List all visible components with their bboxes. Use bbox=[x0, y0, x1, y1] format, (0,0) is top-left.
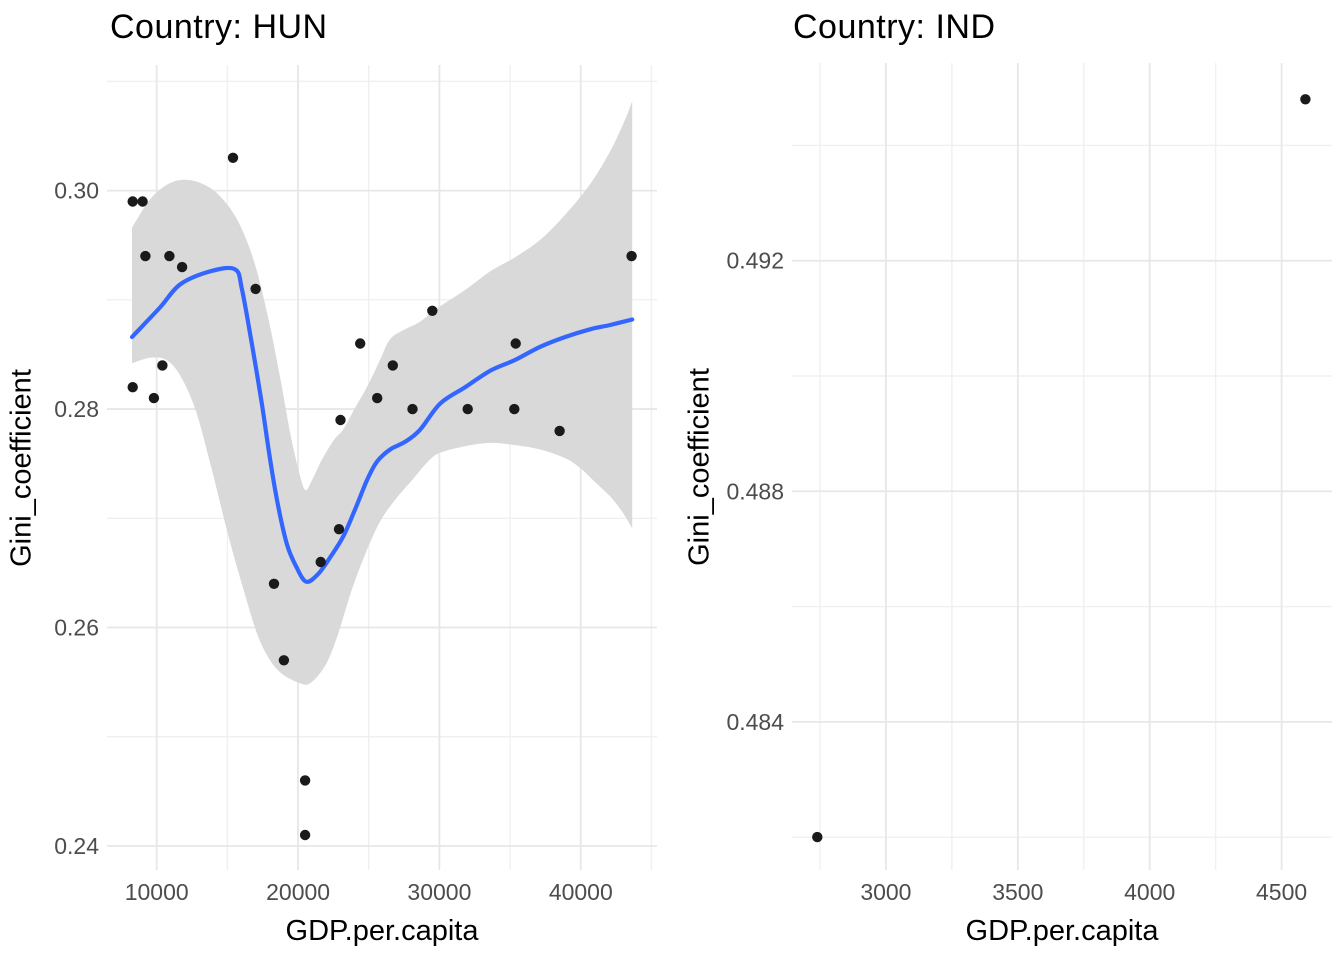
data-point bbox=[157, 360, 168, 371]
axis-tick-labels: 3000 3500 4000 4500 0.484 0.488 0.492 bbox=[726, 248, 1307, 905]
data-points bbox=[127, 152, 637, 841]
data-point bbox=[268, 578, 280, 589]
y-tick-label: 0.28 bbox=[54, 396, 99, 422]
data-point bbox=[137, 196, 148, 207]
x-axis-title-hun: GDP.per.capita bbox=[285, 915, 479, 947]
data-point bbox=[140, 250, 151, 262]
data-point bbox=[250, 283, 261, 295]
chart-title-hun: Country: HUN bbox=[110, 8, 328, 46]
y-axis-title-hun: Gini_coefficient bbox=[5, 368, 38, 567]
chart-panel-hun: 10000 20000 30000 40000 0.24 0.26 0.28 0.30 Cou… bbox=[5, 8, 657, 947]
data-point bbox=[299, 775, 311, 786]
data-point bbox=[227, 152, 239, 163]
confidence-ribbon bbox=[132, 101, 633, 685]
x-tick-label: 40000 bbox=[549, 879, 613, 905]
y-tick-label: 0.492 bbox=[726, 248, 784, 274]
data-point bbox=[509, 403, 520, 415]
y-tick-label: 0.484 bbox=[726, 709, 784, 735]
data-point bbox=[127, 196, 138, 207]
data-point bbox=[176, 261, 188, 273]
data-point bbox=[333, 524, 345, 535]
x-tick-label: 3500 bbox=[992, 879, 1043, 905]
chart-title-ind: Country: IND bbox=[793, 8, 996, 46]
data-point bbox=[427, 305, 438, 316]
hun-plot-area: 10000 20000 30000 40000 0.24 0.26 0.28 0.30 bbox=[54, 65, 657, 905]
data-point bbox=[1300, 94, 1311, 105]
data-point bbox=[148, 392, 160, 404]
data-point bbox=[278, 655, 290, 666]
axis-tick-labels: 10000 20000 30000 40000 0.24 0.26 0.28 0.30 bbox=[54, 178, 613, 905]
data-point bbox=[407, 403, 418, 415]
x-axis-title-ind: GDP.per.capita bbox=[965, 915, 1159, 947]
y-tick-label: 0.30 bbox=[54, 178, 99, 204]
y-tick-label: 0.24 bbox=[54, 833, 99, 859]
y-tick-label: 0.26 bbox=[54, 615, 99, 641]
y-axis-title-ind: Gini_coefficient bbox=[683, 367, 716, 566]
data-point bbox=[127, 382, 138, 393]
data-point bbox=[510, 338, 521, 349]
x-tick-label: 20000 bbox=[266, 879, 330, 905]
y-tick-label: 0.488 bbox=[726, 478, 784, 504]
data-point bbox=[164, 250, 175, 262]
data-point bbox=[315, 556, 326, 568]
x-tick-label: 4500 bbox=[1256, 879, 1307, 905]
data-point bbox=[387, 360, 398, 371]
data-point bbox=[372, 392, 383, 404]
x-tick-label: 30000 bbox=[407, 879, 471, 905]
x-tick-label: 3000 bbox=[860, 879, 911, 905]
x-tick-label: 4000 bbox=[1124, 879, 1175, 905]
gridlines bbox=[792, 63, 1332, 870]
loess-smooth-line bbox=[129, 265, 635, 584]
data-points bbox=[812, 94, 1311, 843]
data-point bbox=[299, 829, 311, 841]
chart-panel-ind: 3000 3500 4000 4500 0.484 0.488 0.492 Country:… bbox=[672, 0, 1344, 960]
data-point bbox=[812, 831, 823, 843]
data-point bbox=[462, 403, 473, 415]
data-point bbox=[626, 250, 637, 262]
data-point bbox=[335, 414, 346, 426]
x-tick-label: 10000 bbox=[125, 879, 189, 905]
ind-plot-area: 3000 3500 4000 4500 0.484 0.488 0.492 bbox=[726, 63, 1332, 905]
data-point bbox=[355, 338, 366, 349]
data-point bbox=[554, 425, 565, 437]
